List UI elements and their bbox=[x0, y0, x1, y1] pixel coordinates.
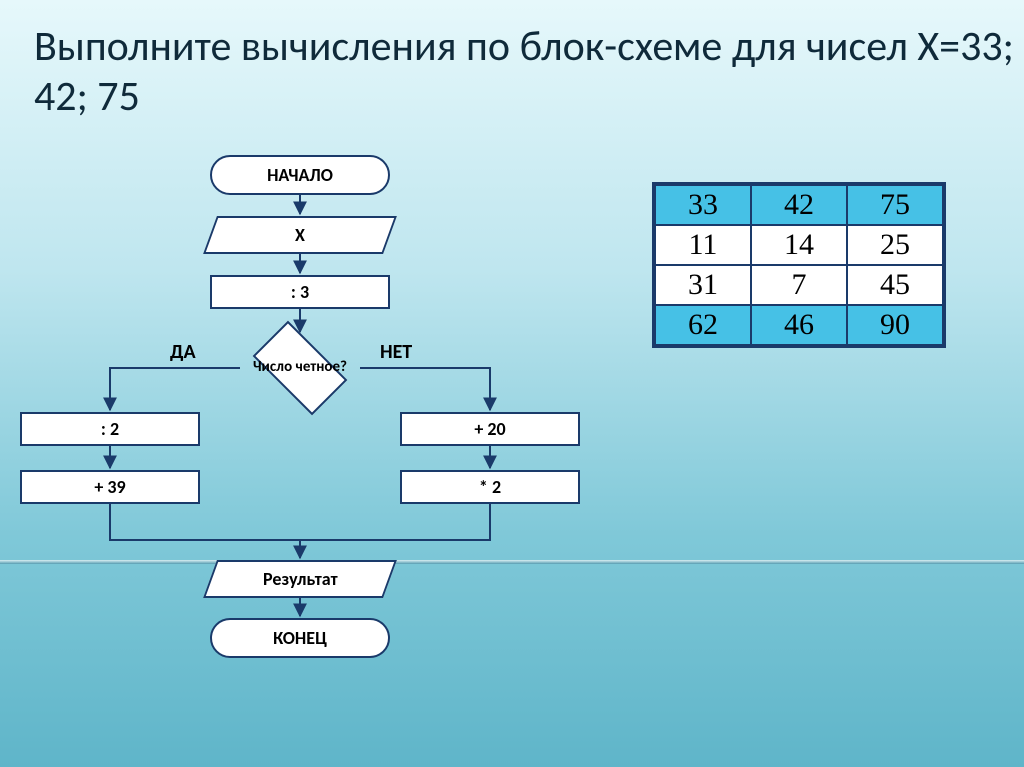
table-header-cell: 42 bbox=[751, 185, 847, 225]
results-table: 33 42 75 11 14 25 31 7 45 62 46 90 bbox=[652, 182, 946, 348]
table-cell: 25 bbox=[847, 225, 943, 265]
flow-input-label: X bbox=[295, 224, 305, 246]
table-header-cell: 33 bbox=[655, 185, 751, 225]
flow-end-label: КОНЕЦ bbox=[273, 627, 327, 649]
table-row: 62 46 90 bbox=[655, 305, 943, 345]
flow-yes2-label: + 39 bbox=[94, 476, 125, 498]
table-cell: 31 bbox=[655, 265, 751, 305]
table-header-cell: 75 bbox=[847, 185, 943, 225]
table-header-row: 33 42 75 bbox=[655, 185, 943, 225]
flow-start-label: НАЧАЛО bbox=[267, 164, 333, 186]
table-row: 11 14 25 bbox=[655, 225, 943, 265]
flow-yes-label: ДА bbox=[170, 340, 196, 364]
flow-result-label: Результат bbox=[263, 568, 338, 590]
slide-stage: Выполните вычисления по блок-схеме для ч… bbox=[0, 0, 1024, 767]
slide-title: Выполните вычисления по блок-схеме для ч… bbox=[34, 22, 1024, 121]
horizon-line bbox=[0, 560, 1024, 564]
table-row: 31 7 45 bbox=[655, 265, 943, 305]
table-cell: 7 bbox=[751, 265, 847, 305]
flow-div3-label: : 3 bbox=[291, 281, 309, 303]
table-cell: 11 bbox=[655, 225, 751, 265]
flow-no-label: НЕТ bbox=[380, 340, 412, 364]
table-cell: 14 bbox=[751, 225, 847, 265]
flow-process-div3: : 3 bbox=[210, 275, 390, 309]
flow-process-no1: + 20 bbox=[400, 412, 580, 446]
table-cell: 90 bbox=[847, 305, 943, 345]
flow-decision: Число четное? bbox=[240, 333, 360, 403]
flow-output-parallelogram: Результат bbox=[203, 560, 397, 598]
flow-process-yes2: + 39 bbox=[20, 470, 200, 504]
table-cell: 45 bbox=[847, 265, 943, 305]
flow-no2-label: * 2 bbox=[479, 476, 501, 498]
flow-start-terminator: НАЧАЛО bbox=[210, 155, 390, 195]
flow-process-yes1: : 2 bbox=[20, 412, 200, 446]
flow-decision-label: Число четное? bbox=[240, 333, 360, 403]
flow-process-no2: * 2 bbox=[400, 470, 580, 504]
flow-end-terminator: КОНЕЦ bbox=[210, 618, 390, 658]
table-cell: 46 bbox=[751, 305, 847, 345]
flow-yes1-label: : 2 bbox=[101, 418, 119, 440]
flow-no1-label: + 20 bbox=[474, 418, 505, 440]
table-cell: 62 bbox=[655, 305, 751, 345]
flow-input-parallelogram: X bbox=[203, 216, 397, 254]
